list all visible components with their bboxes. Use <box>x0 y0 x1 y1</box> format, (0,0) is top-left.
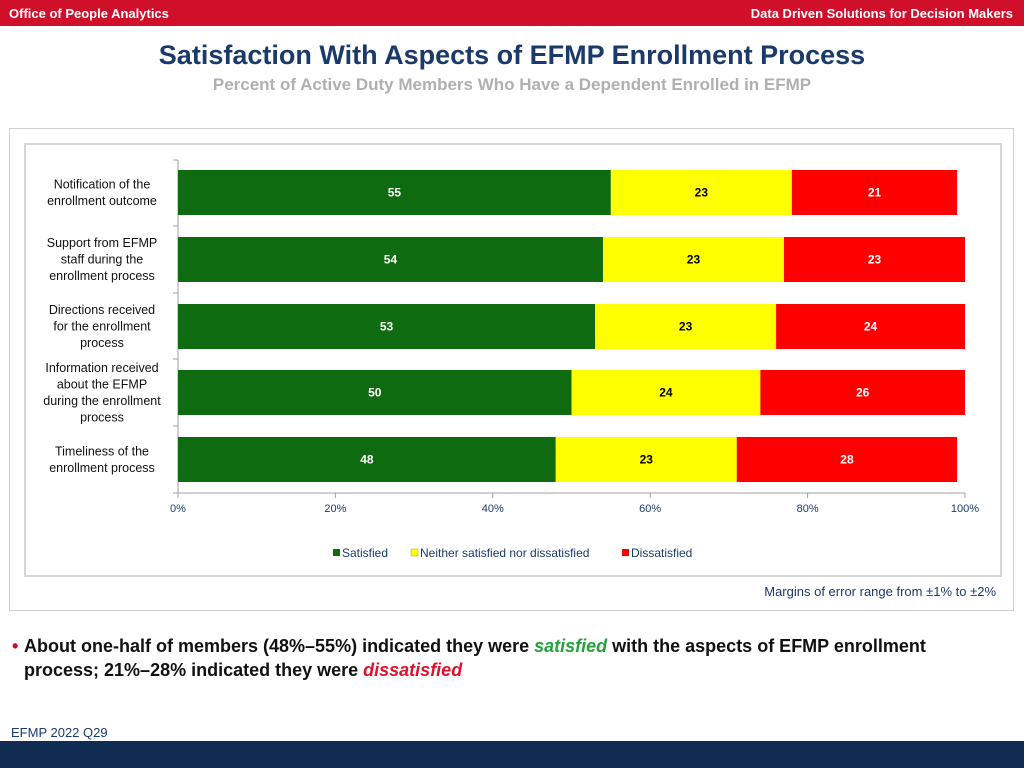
category-label-line: Information received <box>45 361 158 375</box>
bar-segment <box>178 304 596 349</box>
org-name: Office of People Analytics <box>9 6 169 21</box>
slide-title: Satisfaction With Aspects of EFMP Enroll… <box>158 40 866 70</box>
bar-segment <box>760 370 965 415</box>
category-label-line: enrollment outcome <box>47 194 157 208</box>
bar-segment <box>776 304 965 349</box>
legend-label: Neither satisfied nor dissatisfied <box>420 546 589 560</box>
data-label: 23 <box>695 186 709 200</box>
category-label-line: Directions received <box>49 303 155 317</box>
bar-segment <box>783 237 965 282</box>
data-label: 55 <box>388 186 402 200</box>
bullet-icon: • <box>12 636 19 656</box>
category-label-line: process <box>80 410 124 424</box>
finding-satisfied: satisfied <box>534 636 608 656</box>
question-code: EFMP 2022 Q29 <box>11 725 108 740</box>
bottom-banner <box>0 741 1024 768</box>
finding-text-2: with the aspects of EFMP enrollment proc… <box>24 636 926 680</box>
bar-segment <box>791 170 958 215</box>
legend-label: Satisfied <box>342 546 388 560</box>
category-label: Notification of the enrollment outcome <box>47 177 157 208</box>
category-label-line: staff during the <box>61 253 144 267</box>
category-label: Timeliness of the enrollment process <box>49 444 155 475</box>
category-label: Directions received for the enrollment pro… <box>49 303 155 350</box>
data-label: 23 <box>640 453 654 467</box>
x-tick-label: 80% <box>797 503 819 515</box>
category-label-line: for the enrollment <box>53 320 151 334</box>
bar-segment <box>555 437 737 482</box>
x-tick-label: 100% <box>951 503 979 515</box>
data-label: 24 <box>864 320 878 334</box>
top-banner: Office of People Analytics Data Driven S… <box>0 0 1024 26</box>
bar-segment <box>610 170 792 215</box>
category-label-line: about the EFMP <box>57 377 147 391</box>
legend-label: Dissatisfied <box>631 546 692 560</box>
data-label: 53 <box>380 320 394 334</box>
category-label-line: Support from EFMP <box>47 236 157 250</box>
category-label-line: Timeliness of the <box>55 444 149 458</box>
bar-segment <box>595 304 777 349</box>
bar-segment <box>571 370 761 415</box>
legend-swatch <box>410 548 419 557</box>
margin-of-error-note: Margins of error range from ±1% to ±2% <box>764 584 996 599</box>
category-label-line: enrollment process <box>49 269 155 283</box>
category-label-line: process <box>80 336 124 350</box>
legend-swatch <box>622 549 629 556</box>
data-label: 26 <box>856 386 870 400</box>
data-label: 21 <box>868 186 882 200</box>
category-label-line: during the enrollment <box>43 394 161 408</box>
x-tick-label: 0% <box>170 503 186 515</box>
data-label: 50 <box>368 386 382 400</box>
category-label-line: enrollment process <box>49 461 155 475</box>
x-tick-label: 40% <box>482 503 504 515</box>
data-label: 23 <box>679 320 693 334</box>
tagline: Data Driven Solutions for Decision Maker… <box>750 6 1013 21</box>
bar-segment <box>178 370 572 415</box>
bar-segment <box>178 170 611 215</box>
data-label: 24 <box>659 386 673 400</box>
data-label: 48 <box>360 453 374 467</box>
finding-text-1: About one-half of members (48%–55%) indi… <box>24 636 535 656</box>
bar-segment <box>178 237 603 282</box>
x-tick-label: 60% <box>639 503 661 515</box>
data-label: 54 <box>384 253 398 267</box>
bar-segment <box>602 237 784 282</box>
bar-segment <box>736 437 958 482</box>
x-tick-label: 20% <box>324 503 346 515</box>
data-label: 23 <box>687 253 701 267</box>
chart-area <box>24 143 1002 577</box>
bar-segment <box>178 437 556 482</box>
data-label: 23 <box>868 253 882 267</box>
category-label: Support from EFMP staff during the enrollm… <box>47 236 157 283</box>
category-label-line: Notification of the <box>54 177 151 191</box>
finding-dissatisfied: dissatisfied <box>363 660 463 680</box>
data-label: 28 <box>840 453 854 467</box>
slide-subtitle: Percent of Active Duty Members Who Have … <box>212 75 812 94</box>
key-finding: • About one-half of members (48%–55%) in… <box>12 634 1002 682</box>
category-label: Information received about the EFMP during… <box>43 361 161 425</box>
legend-swatch <box>333 549 340 556</box>
